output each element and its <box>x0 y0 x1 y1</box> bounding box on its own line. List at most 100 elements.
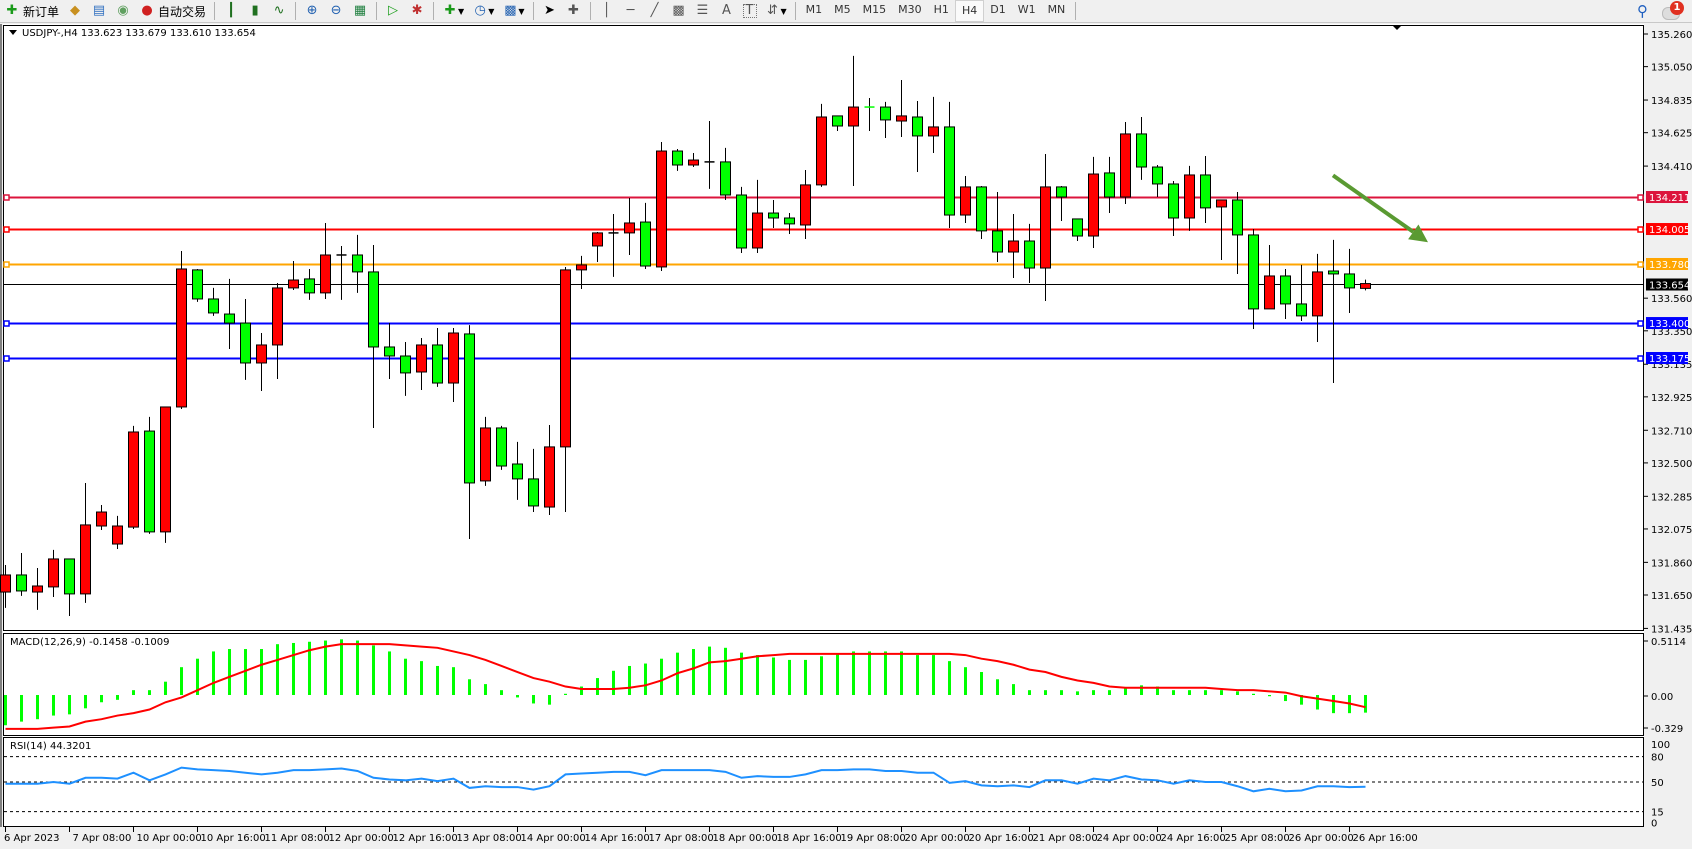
text-label-button[interactable]: T <box>740 1 760 21</box>
auto-trading-icon: ● <box>141 3 153 18</box>
timeframe-mn[interactable]: MN <box>1047 3 1066 16</box>
price-tick-label: 131.435 <box>1651 624 1692 635</box>
candle-body <box>464 333 475 484</box>
candle <box>1200 155 1211 223</box>
line-chart-icon: ∿ <box>273 3 285 18</box>
level-price-label: 133.175 <box>1649 354 1690 365</box>
candle-body <box>896 115 907 122</box>
periods-button[interactable]: ◷ ▼ <box>469 1 497 21</box>
candle <box>336 245 347 300</box>
candle <box>736 186 747 253</box>
macd-indicator: 0.5114 0.00 -0.329 <box>4 637 1686 735</box>
indicators-button[interactable]: ✚ ▼ <box>439 1 467 21</box>
cursor-button[interactable]: ➤ <box>539 1 561 21</box>
timeframe-h4[interactable]: H4 <box>954 0 985 22</box>
time-tick-label: 6 Apr 2023 <box>4 833 59 844</box>
rsi-tick-label: 0 <box>1651 818 1657 829</box>
candle-body <box>1296 303 1307 317</box>
level-handle-left[interactable] <box>3 261 10 268</box>
level-handle-left[interactable] <box>3 355 10 362</box>
text-button[interactable]: A <box>716 1 738 21</box>
timeframe-w1[interactable]: W1 <box>1017 3 1036 16</box>
candle <box>1168 181 1179 237</box>
candle <box>1040 153 1051 301</box>
candle <box>224 278 235 349</box>
level-price-label: 133.780 <box>1649 260 1690 271</box>
candle <box>560 266 571 513</box>
level-handle-right[interactable] <box>1637 226 1644 233</box>
timeframe-d1[interactable]: D1 <box>990 3 1006 16</box>
level-price-box <box>1646 191 1688 204</box>
timeframe-m15[interactable]: M15 <box>862 3 887 16</box>
price-tick-label: 134.625 <box>1651 129 1692 140</box>
search-icon[interactable]: ⚲ <box>1637 2 1648 20</box>
candlestick-chart-button[interactable]: ▮ <box>244 1 266 21</box>
candle-body <box>176 268 187 408</box>
auto-scroll-button[interactable]: ✱ <box>406 1 428 21</box>
candle-body <box>800 184 811 226</box>
trendline-button[interactable]: ╱ <box>644 1 666 21</box>
level-handle-right[interactable] <box>1637 261 1644 268</box>
candle-body <box>672 150 683 166</box>
candle <box>304 268 315 300</box>
navigator-button[interactable]: ▤ <box>88 1 110 21</box>
auto-trading-button[interactable]: ● 自动交易 <box>136 1 209 21</box>
price-tick-label: 135.260 <box>1651 30 1692 41</box>
market-watch-button[interactable]: ◆ <box>64 1 86 21</box>
arrows-button[interactable]: ⇵ ▼ <box>762 1 790 21</box>
candle <box>672 148 683 171</box>
candle <box>448 328 459 402</box>
fibonacci-button[interactable]: ☰ <box>692 1 714 21</box>
collapse-triangle-icon[interactable] <box>9 30 17 35</box>
candle <box>1120 121 1131 205</box>
zoom-in-button[interactable]: ⊕ <box>301 1 323 21</box>
crosshair-button[interactable]: ✚ <box>563 1 585 21</box>
candle <box>64 558 75 616</box>
candle-body <box>1168 183 1179 219</box>
candle-body <box>272 287 283 346</box>
equidistant-channel-button[interactable]: ▩ <box>668 1 690 21</box>
candle-body <box>768 212 779 219</box>
tile-windows-button[interactable]: ▦ <box>349 1 371 21</box>
candle-body <box>656 150 667 268</box>
candle <box>32 567 43 610</box>
notifications-button[interactable]: 1 <box>1662 1 1684 21</box>
trend-arrow[interactable] <box>1331 173 1428 243</box>
level-handle-right[interactable] <box>1637 320 1644 327</box>
candle <box>352 234 363 293</box>
timeframe-m30[interactable]: M30 <box>898 3 922 16</box>
level-price-box <box>1646 352 1688 365</box>
level-handle-left[interactable] <box>3 320 10 327</box>
candle-body <box>512 463 523 480</box>
candle <box>576 255 587 290</box>
level-handle-left[interactable] <box>3 194 10 201</box>
zoom-out-button[interactable]: ⊖ <box>325 1 347 21</box>
price-tick-label: 132.710 <box>1651 426 1692 437</box>
timeframe-m5[interactable]: M5 <box>834 3 851 16</box>
candle <box>384 323 395 379</box>
chart-shift-button[interactable]: ▷ <box>382 1 404 21</box>
signals-button[interactable]: ◉ <box>112 1 134 21</box>
bar-chart-icon: ┃ <box>227 3 235 18</box>
rsi-tick-label: 100 <box>1651 740 1670 751</box>
line-chart-button[interactable]: ∿ <box>268 1 290 21</box>
toolbar-separator <box>1075 2 1077 20</box>
timeframe-h1[interactable]: H1 <box>933 3 949 16</box>
horizontal-line-icon: ─ <box>626 3 635 18</box>
candle-body <box>48 558 59 588</box>
vertical-line-button[interactable]: │ <box>596 1 618 21</box>
candle <box>1296 264 1307 322</box>
chart-shift-marker-icon[interactable] <box>1393 26 1401 30</box>
timeframe-m1[interactable]: M1 <box>805 3 823 16</box>
candle <box>1216 199 1227 260</box>
level-price-label: 134.211 <box>1649 193 1690 204</box>
level-handle-right[interactable] <box>1637 355 1644 362</box>
level-handle-right[interactable] <box>1637 194 1644 201</box>
new-order-button[interactable]: ✚ 新订单 <box>1 1 62 21</box>
templates-button[interactable]: ▩ ▼ <box>499 1 527 21</box>
horizontal-line-button[interactable]: ─ <box>620 1 642 21</box>
level-handle-left[interactable] <box>3 226 10 233</box>
bar-chart-button[interactable]: ┃ <box>220 1 242 21</box>
candle-body <box>0 574 11 593</box>
